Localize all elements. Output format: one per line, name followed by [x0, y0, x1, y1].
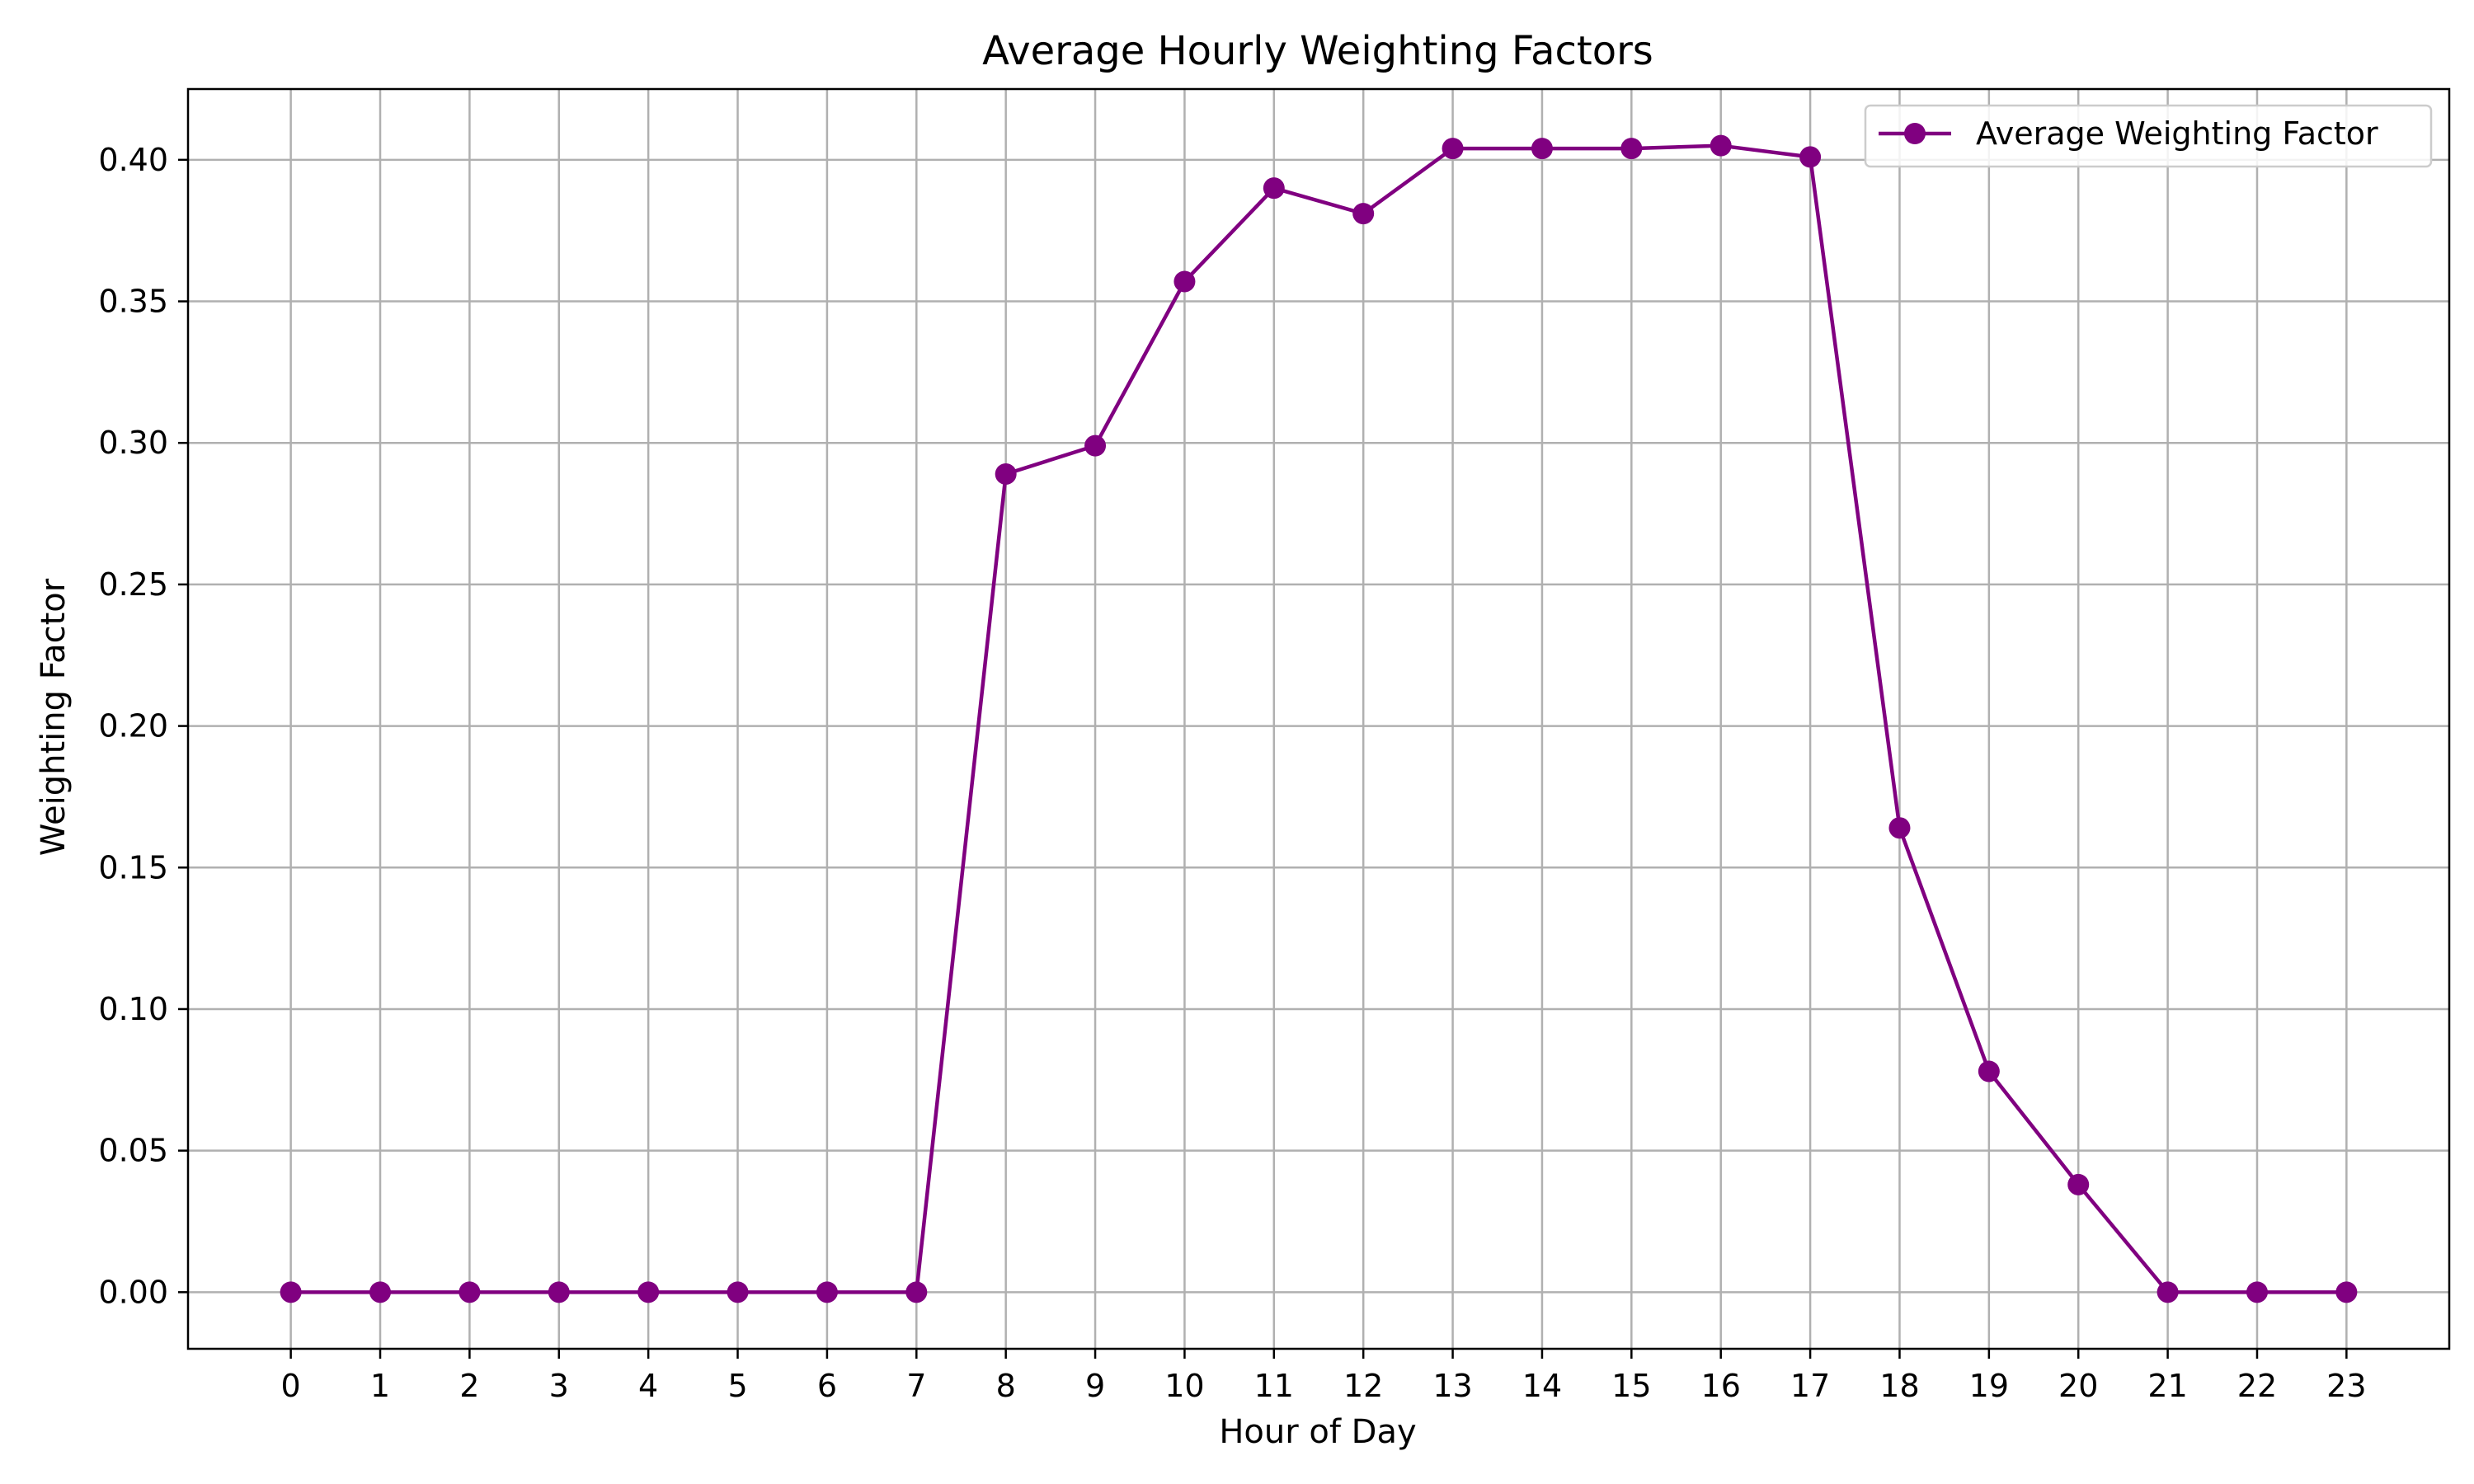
data-point: [1442, 138, 1464, 160]
legend-frame: [1864, 104, 2433, 168]
x-tick-label: 9: [1085, 1368, 1105, 1404]
x-tick-label: 3: [549, 1368, 569, 1404]
data-point: [1799, 146, 1822, 168]
y-tick-label: 0.20: [98, 708, 168, 744]
legend-label: Average Weighting Factor: [1976, 115, 2378, 152]
data-point: [2067, 1173, 2090, 1195]
x-tick-label: 19: [1969, 1368, 2009, 1404]
x-tick-label: 22: [2237, 1368, 2277, 1404]
x-tick-label: 1: [370, 1368, 390, 1404]
data-point: [1084, 434, 1107, 457]
data-point: [905, 1281, 928, 1303]
x-tick-label: 17: [1790, 1368, 1830, 1404]
data-point: [1531, 138, 1553, 160]
x-tick-label: 10: [1164, 1368, 1204, 1404]
data-point: [1352, 203, 1375, 225]
x-tick-label: 8: [996, 1368, 1016, 1404]
x-tick-label: 14: [1522, 1368, 1562, 1404]
x-tick-label: 11: [1254, 1368, 1294, 1404]
x-tick-label: 21: [2147, 1368, 2187, 1404]
data-point: [816, 1281, 838, 1303]
y-tick-label: 0.15: [98, 849, 168, 885]
data-point: [1710, 134, 1732, 157]
x-tick-label: 18: [1879, 1368, 1919, 1404]
y-axis-label: Weighting Factor: [35, 578, 73, 856]
x-axis-label: Hour of Day: [1219, 1413, 1416, 1451]
data-point: [995, 463, 1017, 485]
data-point: [1620, 138, 1643, 160]
data-point: [1888, 817, 1911, 839]
legend: Average Weighting Factor: [1864, 104, 2433, 168]
legend-marker: [1904, 123, 1926, 144]
data-point: [637, 1281, 660, 1303]
x-tick-label: 0: [281, 1368, 301, 1404]
x-tick-label: 2: [459, 1368, 479, 1404]
x-tick-label: 4: [638, 1368, 658, 1404]
x-tick-label: 23: [2326, 1368, 2366, 1404]
chart-title: Average Hourly Weighting Factors: [982, 28, 1653, 74]
data-point: [1978, 1060, 2000, 1082]
plot-frame: [186, 87, 2451, 1350]
x-tick-label: 15: [1611, 1368, 1651, 1404]
y-axis: 0.00 0.05 0.10 0.15 0.20 0.25 0.30 0.35 0.40: [98, 142, 188, 1310]
x-tick-label: 20: [2058, 1368, 2098, 1404]
data-point: [2246, 1281, 2268, 1303]
x-axis: 0 1 2 3 4 5 6 7 8 9 10 11 12 13 14 15 16 17 18 19 20 21 22 23: [281, 1349, 2367, 1404]
y-tick-label: 0.35: [98, 284, 168, 320]
grid: [188, 89, 2449, 1349]
data-point: [369, 1281, 392, 1303]
x-tick-label: 6: [817, 1368, 837, 1404]
x-tick-label: 13: [1432, 1368, 1472, 1404]
series-layer: [280, 134, 2358, 1303]
x-tick-label: 16: [1701, 1368, 1741, 1404]
y-tick-label: 0.30: [98, 425, 168, 461]
data-point: [2335, 1281, 2358, 1303]
data-point: [280, 1281, 302, 1303]
x-tick-label: 5: [727, 1368, 747, 1404]
x-tick-label: 12: [1343, 1368, 1383, 1404]
y-tick-label: 0.40: [98, 142, 168, 178]
x-tick-label: 7: [906, 1368, 926, 1404]
y-tick-label: 0.25: [98, 566, 168, 603]
data-point: [459, 1281, 481, 1303]
data-point: [2157, 1281, 2179, 1303]
y-tick-label: 0.10: [98, 991, 168, 1027]
series-line: [290, 143, 2347, 1294]
data-point: [727, 1281, 749, 1303]
data-point: [1263, 177, 1285, 200]
y-tick-label: 0.05: [98, 1133, 168, 1169]
data-point: [1174, 270, 1196, 293]
data-point: [548, 1281, 570, 1303]
y-tick-label: 0.00: [98, 1274, 168, 1310]
